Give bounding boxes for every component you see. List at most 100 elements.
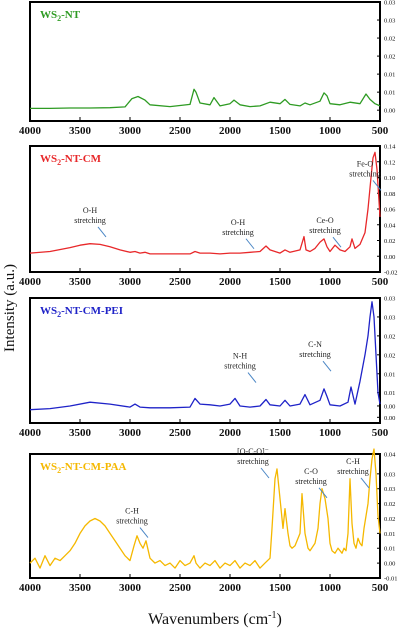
- panel-title-rest: -NT-CM: [61, 153, 102, 165]
- annotation-label: stretching: [295, 477, 327, 486]
- x-tick-label: 2500: [169, 125, 192, 137]
- x-tick-label: 2000: [219, 125, 242, 137]
- annotation-label: C-H: [125, 507, 139, 516]
- annotation-arrow: [245, 238, 255, 250]
- y-tick-label: 0.00: [384, 415, 395, 422]
- annotation-arrow: [332, 236, 342, 248]
- y-tick-label: 0.01: [384, 90, 395, 97]
- x-tick-label: 3000: [119, 427, 142, 439]
- x-tick-label: 4000: [19, 582, 42, 594]
- annotation-label: Fe-O: [357, 159, 374, 168]
- series-line: [29, 301, 381, 411]
- y-tick-label: 0.02: [384, 352, 395, 359]
- x-tick-label: 2500: [169, 582, 192, 594]
- x-axis-label-end: ): [277, 611, 282, 628]
- y-tick-label: 0.03: [384, 296, 395, 303]
- x-tick-label: 1500: [269, 427, 292, 439]
- panel-title-main: WS: [40, 9, 57, 21]
- y-tick-label: 0.02: [384, 516, 395, 523]
- panel-title: WS2-NT-CM-PEI: [40, 305, 123, 319]
- x-tick-label: 3000: [119, 125, 142, 137]
- y-tick-label: 0.02: [384, 54, 395, 61]
- panel-4: 4000 3500 3000 2500 2000 1500 1000 500-0.01 0.00…: [19, 447, 398, 594]
- y-tick-label: 0.04: [384, 452, 396, 459]
- y-tick-label: 0.00: [384, 254, 395, 261]
- y-tick-label: 0.03: [384, 314, 395, 321]
- panel-title-main: WS: [40, 305, 57, 317]
- x-tick-label: 2000: [219, 582, 242, 594]
- series-line: [29, 448, 381, 569]
- panel-title-sub: 2: [57, 466, 61, 475]
- panels: 4000 3500 3000 2500 2000 1500 1000 5000.000.010…: [19, 0, 398, 594]
- x-tick-label: 3500: [69, 427, 92, 439]
- y-tick-label: 0.02: [384, 238, 395, 245]
- x-tick-label: 500: [372, 125, 389, 137]
- panel-frame: [29, 1, 381, 122]
- y-tick-label: 0.00: [384, 403, 395, 410]
- x-tick-label: 500: [372, 427, 389, 439]
- y-tick-label: 0.06: [384, 207, 396, 214]
- panel-title: WS2-NT-CM-PAA: [40, 461, 127, 475]
- panel-frame: [29, 453, 381, 579]
- x-tick-label: 3500: [69, 582, 92, 594]
- annotation-label: stretching: [74, 216, 106, 225]
- y-tick-label: 0.02: [384, 36, 395, 43]
- x-tick-label: 2500: [169, 427, 192, 439]
- annotation-arrow: [97, 226, 107, 238]
- annotation-arrow: [372, 180, 382, 191]
- x-tick-label: 500: [372, 276, 389, 288]
- annotation-label: O-H: [231, 218, 245, 227]
- annotation-label: stretching: [222, 228, 254, 237]
- y-tick-label: 0.04: [384, 222, 396, 229]
- x-tick-label: 4000: [19, 276, 42, 288]
- annotation-label: stretching: [299, 350, 331, 359]
- panel-title-rest: -NT: [61, 9, 81, 21]
- panel-title-main: WS: [40, 461, 57, 473]
- panel-3: 4000 3500 3000 2500 2000 1500 1000 500 0.00 0.00 0…: [19, 296, 395, 440]
- annotation-label: C-H: [346, 457, 360, 466]
- x-tick-label: 3000: [119, 276, 142, 288]
- y-tick-label: -0.02: [384, 270, 398, 277]
- x-tick-label: 1000: [319, 276, 342, 288]
- annotation-label: stretching: [237, 457, 269, 466]
- annotation-label: stretching: [337, 467, 369, 476]
- y-tick-label: 0.03: [384, 471, 395, 478]
- x-tick-label: 1500: [269, 276, 292, 288]
- panel-title: WS2-NT-CM: [40, 153, 102, 167]
- panel-title-sub: 2: [57, 158, 61, 167]
- y-tick-label: 0.12: [384, 159, 395, 166]
- panel-title: WS2-NT: [40, 9, 81, 23]
- x-tick-label: 1000: [319, 582, 342, 594]
- x-tick-label: 3500: [69, 125, 92, 137]
- x-tick-label: 500: [372, 582, 389, 594]
- y-tick-label: 0.01: [384, 72, 395, 79]
- annotation-label: O-H: [83, 206, 97, 215]
- y-tick-label: 0.02: [384, 501, 395, 508]
- y-axis-label: Intensity (a.u.): [2, 264, 18, 352]
- x-tick-label: 1000: [319, 125, 342, 137]
- annotation-arrow: [260, 467, 270, 479]
- x-axis-label-sup: -1: [268, 610, 276, 621]
- annotation-arrow: [139, 527, 149, 538]
- x-axis-label: Wavenumbers (cm-1): [148, 610, 282, 628]
- y-tick-label: 0.01: [384, 546, 395, 553]
- y-tick-label: 0.00: [384, 561, 395, 568]
- x-tick-label: 3000: [119, 582, 142, 594]
- y-tick-label: 0.02: [384, 333, 395, 340]
- y-tick-label: 0.03: [384, 0, 395, 7]
- annotation-label: stretching: [224, 362, 256, 371]
- panel-title-rest: -NT-CM-PAA: [61, 461, 126, 473]
- y-tick-label: 0.01: [384, 531, 395, 538]
- x-tick-label: 1000: [319, 427, 342, 439]
- y-tick-label: 0.03: [384, 18, 395, 25]
- annotation-label: Ce-O: [316, 216, 334, 225]
- series-line: [29, 151, 381, 255]
- annotation-arrow: [318, 487, 328, 499]
- x-tick-label: 4000: [19, 427, 42, 439]
- y-tick-label: 0.10: [384, 175, 395, 182]
- x-tick-label: 2000: [219, 276, 242, 288]
- x-axis-label-main: Wavenumbers (cm: [148, 611, 269, 628]
- annotation-arrow: [247, 372, 257, 383]
- panel-title-main: WS: [40, 153, 57, 165]
